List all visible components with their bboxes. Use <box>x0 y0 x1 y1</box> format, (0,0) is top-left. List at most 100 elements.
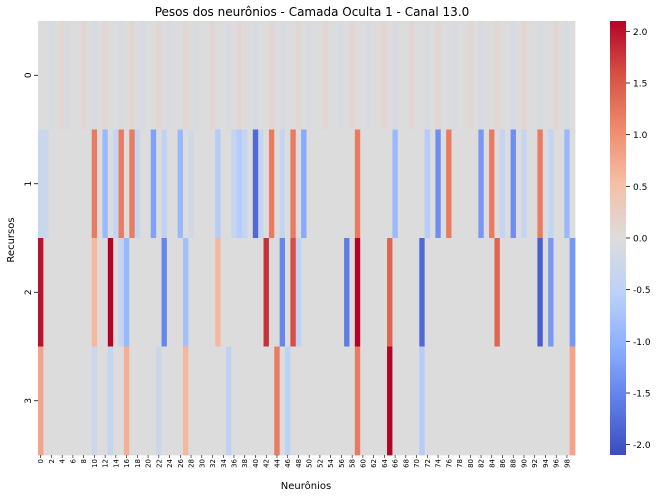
heatmap-cell <box>435 238 442 347</box>
heatmap-cell <box>483 129 490 239</box>
heatmap-cell <box>64 238 71 347</box>
x-tick-label: 28 <box>188 459 196 468</box>
heatmap-cell <box>569 346 576 456</box>
heatmap-cell <box>419 21 426 130</box>
heatmap-cell <box>236 346 243 456</box>
heatmap-cell <box>225 129 232 239</box>
heatmap-cell <box>118 21 125 130</box>
heatmap-cell <box>80 21 87 130</box>
heatmap-cell <box>177 21 184 130</box>
x-tick-label: 36 <box>231 458 239 467</box>
x-tick-label: 44 <box>273 458 281 467</box>
heatmap-cell <box>376 238 383 347</box>
colorbar <box>610 21 626 455</box>
heatmap-cell <box>80 238 87 347</box>
heatmap-cell <box>532 346 538 456</box>
x-tick-label: 84 <box>488 458 496 467</box>
x-tick-label: 98 <box>563 459 571 468</box>
heatmap-cell <box>97 238 103 347</box>
heatmap-cells <box>38 21 576 456</box>
heatmap-cell <box>532 238 538 347</box>
heatmap-cell <box>193 238 200 347</box>
heatmap-cell <box>317 238 324 347</box>
heatmap-cell <box>338 238 345 347</box>
heatmap-cell <box>354 238 361 347</box>
heatmap-cell <box>306 238 313 347</box>
heatmap-cell <box>381 346 388 456</box>
heatmap-cell <box>419 346 426 456</box>
heatmap-cell <box>478 346 485 456</box>
heatmap-cell <box>86 21 93 130</box>
heatmap-cell <box>472 346 479 456</box>
heatmap-cell <box>327 238 334 347</box>
heatmap-cell <box>413 346 420 456</box>
x-tick-label: 78 <box>456 459 464 468</box>
heatmap-cell <box>553 129 560 239</box>
heatmap-cell <box>392 238 399 347</box>
heatmap-cell <box>43 21 50 130</box>
heatmap-cell <box>48 129 55 239</box>
heatmap-cell <box>199 238 205 347</box>
heatmap-cell <box>370 129 377 239</box>
heatmap-cell <box>349 346 356 456</box>
heatmap-cell <box>467 129 474 239</box>
heatmap-cell <box>70 238 76 347</box>
heatmap-cell <box>558 238 565 347</box>
heatmap-cell <box>188 129 195 239</box>
heatmap-cell <box>188 238 195 347</box>
heatmap-cell <box>311 21 318 130</box>
heatmap-cell <box>435 129 442 239</box>
heatmap-cell <box>242 346 248 456</box>
heatmap-cell <box>242 21 248 130</box>
x-tick-label: 66 <box>392 458 400 467</box>
heatmap-cell <box>134 21 141 130</box>
heatmap-cell <box>70 346 76 456</box>
heatmap-cell <box>166 129 173 239</box>
heatmap-cell <box>295 238 302 347</box>
heatmap-cell <box>424 21 431 130</box>
heatmap-cell <box>435 21 442 130</box>
heatmap-cell <box>548 129 554 239</box>
heatmap-cell <box>123 238 130 347</box>
heatmap-cell <box>440 21 447 130</box>
heatmap-cell <box>462 21 468 130</box>
heatmap-cell <box>145 238 152 347</box>
heatmap-cell <box>107 346 114 456</box>
heatmap-cell <box>301 129 307 239</box>
heatmap-cell <box>140 346 146 456</box>
heatmap-cell <box>247 346 254 456</box>
heatmap-cell <box>564 346 571 456</box>
heatmap-cell <box>489 346 495 456</box>
heatmap-cell <box>268 238 275 347</box>
colorbar-tick-label: -1.0 <box>633 338 651 348</box>
x-tick-label: 8 <box>80 459 88 463</box>
heatmap-cell <box>338 346 345 456</box>
heatmap-cell <box>236 129 243 239</box>
heatmap-cell <box>483 238 490 347</box>
heatmap-cell <box>150 21 157 130</box>
heatmap-cell <box>349 21 356 130</box>
heatmap-cell <box>387 21 393 130</box>
heatmap-cell <box>204 346 211 456</box>
heatmap-cell <box>38 21 44 130</box>
heatmap-cell <box>209 129 216 239</box>
heatmap-cell <box>231 21 238 130</box>
x-tick-label: 96 <box>553 458 561 467</box>
heatmap-cell <box>75 21 82 130</box>
heatmap-cell <box>451 129 458 239</box>
heatmap-cell <box>258 238 264 347</box>
heatmap-cell <box>59 129 66 239</box>
colorbar-tick-label: 1.0 <box>633 131 648 141</box>
heatmap-cell <box>483 21 490 130</box>
heatmap-cell <box>317 129 324 239</box>
heatmap-cell <box>118 346 125 456</box>
heatmap-cell <box>220 129 227 239</box>
heatmap-cell <box>193 346 200 456</box>
heatmap-cell <box>494 129 501 239</box>
colorbar-tick-label: 0.5 <box>633 183 647 193</box>
heatmap-cell <box>295 129 302 239</box>
heatmap-cell <box>102 346 109 456</box>
heatmap-cell <box>48 238 55 347</box>
x-tick-label: 80 <box>467 459 475 468</box>
heatmap-cell <box>209 21 216 130</box>
